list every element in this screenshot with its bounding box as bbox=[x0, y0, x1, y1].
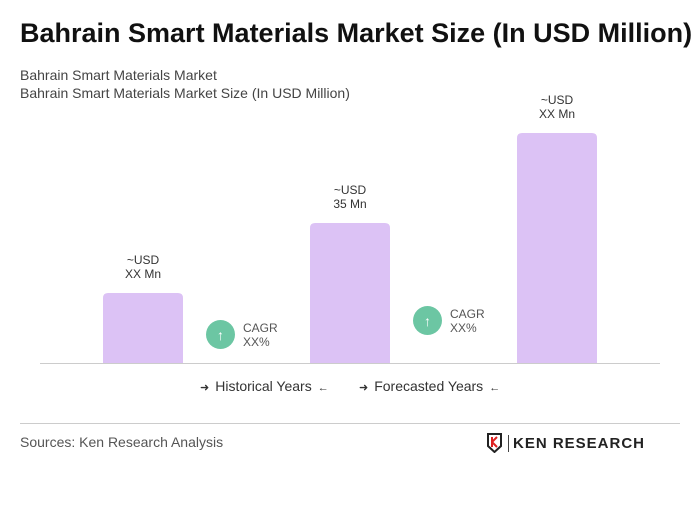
bar bbox=[517, 133, 597, 363]
legend-historical: ➜ Historical Years ← bbox=[200, 378, 329, 394]
arrow-up-icon: ↑ bbox=[413, 306, 442, 335]
arrow-left-icon: ← bbox=[489, 382, 501, 394]
subtitle: Bahrain Smart Materials Market bbox=[20, 67, 217, 83]
cagr-label: CAGR bbox=[243, 320, 278, 335]
data-label: ~USD XX Mn bbox=[124, 253, 161, 281]
legend-forecasted: ➜ Forecasted Years ← bbox=[359, 378, 501, 394]
cagr-badge-2: ↑ CAGR XX% bbox=[413, 306, 485, 335]
cagr-value: XX% bbox=[243, 334, 270, 349]
cagr-value: XX% bbox=[450, 320, 477, 335]
chart-title: Bahrain Smart Materials Market Size (In … bbox=[20, 18, 693, 48]
cagr-label: CAGR bbox=[450, 306, 485, 321]
subtitle-2: Bahrain Smart Materials Market Size (In … bbox=[20, 85, 350, 101]
logo-icon bbox=[487, 433, 502, 453]
sources: Sources: Ken Research Analysis bbox=[20, 434, 224, 450]
arrow-right-icon: ➜ bbox=[359, 382, 369, 394]
cagr-badge-1: ↑ CAGR XX% bbox=[206, 320, 278, 349]
arrow-left-icon: ← bbox=[317, 382, 329, 394]
ken-research-logo: KEN RESEARCH bbox=[486, 433, 645, 453]
data-label: ~USD 35 Mn bbox=[333, 183, 367, 211]
data-label: ~USD XX Mn bbox=[538, 93, 575, 121]
bar bbox=[103, 293, 183, 363]
divider bbox=[20, 423, 680, 424]
bar bbox=[310, 223, 390, 363]
bar-chart bbox=[40, 133, 660, 364]
arrow-up-icon: ↑ bbox=[206, 320, 235, 349]
arrow-right-icon: ➜ bbox=[200, 382, 210, 394]
